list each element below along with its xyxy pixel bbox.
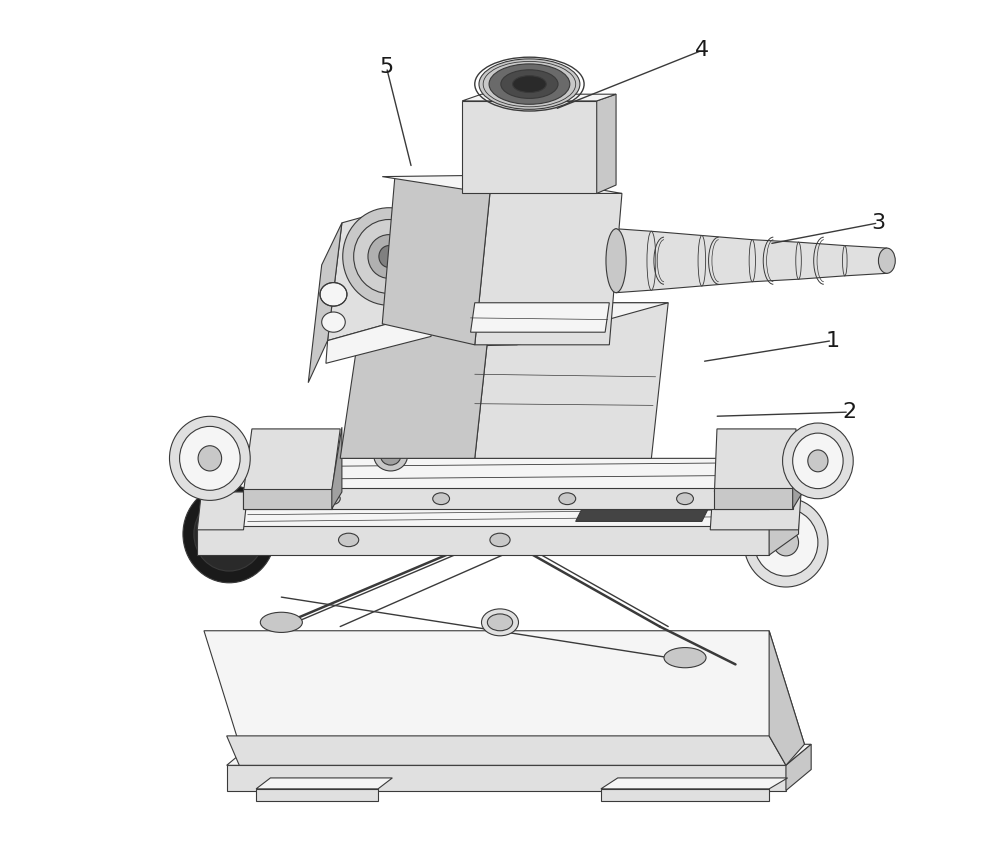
Ellipse shape: [368, 235, 410, 278]
Polygon shape: [576, 496, 714, 521]
Polygon shape: [243, 429, 340, 492]
Ellipse shape: [320, 283, 347, 306]
Ellipse shape: [501, 70, 558, 98]
Polygon shape: [597, 94, 616, 193]
Ellipse shape: [878, 248, 895, 273]
Ellipse shape: [773, 529, 799, 556]
Polygon shape: [328, 193, 448, 341]
Text: 1: 1: [825, 331, 839, 351]
Text: 5: 5: [379, 57, 394, 77]
Polygon shape: [786, 744, 811, 791]
Ellipse shape: [433, 493, 450, 505]
Polygon shape: [601, 778, 788, 789]
Polygon shape: [382, 177, 490, 345]
Ellipse shape: [677, 493, 693, 505]
Ellipse shape: [513, 76, 546, 93]
Polygon shape: [769, 458, 793, 509]
Ellipse shape: [490, 533, 510, 547]
Ellipse shape: [606, 229, 626, 293]
Polygon shape: [588, 492, 719, 496]
Ellipse shape: [322, 312, 345, 332]
Ellipse shape: [339, 533, 359, 547]
Text: 4: 4: [695, 40, 709, 61]
Polygon shape: [651, 231, 702, 290]
Polygon shape: [702, 235, 752, 286]
Polygon shape: [793, 427, 803, 509]
Polygon shape: [714, 429, 796, 492]
Polygon shape: [308, 223, 342, 383]
Polygon shape: [799, 450, 818, 471]
Polygon shape: [340, 303, 668, 349]
Polygon shape: [744, 536, 762, 551]
Ellipse shape: [479, 59, 580, 109]
Ellipse shape: [808, 450, 828, 472]
Ellipse shape: [793, 433, 843, 489]
Polygon shape: [799, 242, 845, 279]
Ellipse shape: [481, 609, 519, 636]
Polygon shape: [227, 736, 786, 765]
Ellipse shape: [476, 520, 524, 543]
Polygon shape: [227, 765, 786, 791]
Ellipse shape: [374, 441, 407, 471]
Polygon shape: [382, 175, 622, 193]
Polygon shape: [340, 303, 492, 458]
Ellipse shape: [260, 612, 302, 632]
Polygon shape: [197, 492, 799, 530]
Polygon shape: [710, 492, 801, 530]
Text: 2: 2: [842, 402, 856, 422]
Ellipse shape: [198, 446, 222, 471]
Polygon shape: [769, 492, 799, 555]
Polygon shape: [197, 526, 769, 555]
Ellipse shape: [354, 220, 424, 294]
Ellipse shape: [744, 498, 828, 587]
Ellipse shape: [611, 229, 621, 293]
Polygon shape: [332, 427, 342, 509]
Polygon shape: [752, 240, 799, 282]
Ellipse shape: [559, 493, 576, 505]
Polygon shape: [204, 631, 804, 744]
Polygon shape: [462, 101, 597, 193]
Polygon shape: [475, 303, 668, 458]
Ellipse shape: [169, 416, 250, 500]
Polygon shape: [256, 778, 392, 789]
Polygon shape: [243, 489, 332, 509]
Polygon shape: [471, 303, 609, 332]
Polygon shape: [714, 488, 793, 509]
Polygon shape: [462, 94, 616, 101]
Ellipse shape: [698, 235, 706, 286]
Polygon shape: [326, 311, 433, 363]
Polygon shape: [769, 631, 804, 765]
Polygon shape: [475, 193, 622, 345]
Ellipse shape: [212, 516, 246, 552]
Text: 3: 3: [871, 213, 886, 233]
Ellipse shape: [749, 240, 755, 282]
Ellipse shape: [485, 524, 515, 539]
Ellipse shape: [381, 447, 401, 465]
Polygon shape: [197, 492, 248, 530]
Ellipse shape: [194, 497, 265, 571]
Polygon shape: [256, 789, 378, 801]
Ellipse shape: [796, 242, 801, 279]
Polygon shape: [210, 444, 248, 471]
Polygon shape: [258, 526, 281, 542]
Polygon shape: [845, 246, 887, 276]
Ellipse shape: [843, 246, 847, 276]
Ellipse shape: [343, 208, 435, 305]
Polygon shape: [601, 789, 769, 801]
Ellipse shape: [323, 493, 340, 505]
Ellipse shape: [783, 423, 853, 499]
Ellipse shape: [183, 485, 275, 583]
Ellipse shape: [647, 231, 656, 290]
Ellipse shape: [379, 246, 399, 267]
Polygon shape: [243, 458, 793, 492]
Polygon shape: [616, 229, 651, 293]
Ellipse shape: [754, 509, 818, 576]
Polygon shape: [227, 744, 811, 765]
Polygon shape: [243, 488, 769, 509]
Ellipse shape: [489, 64, 570, 104]
Ellipse shape: [180, 426, 240, 490]
Ellipse shape: [664, 648, 706, 668]
Ellipse shape: [487, 614, 513, 631]
